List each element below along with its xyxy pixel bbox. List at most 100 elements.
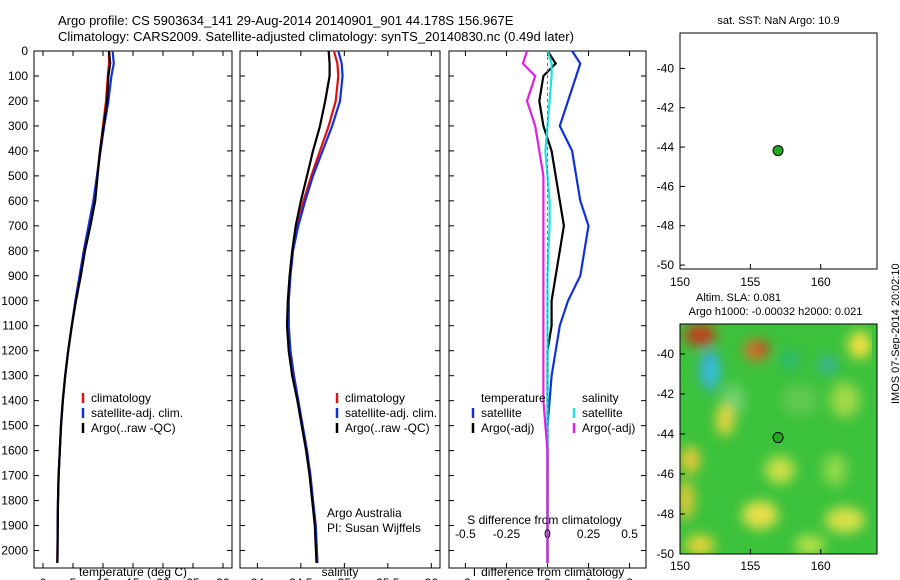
legend-label: satellite <box>582 406 623 420</box>
legend-label: Argo(-adj) <box>481 421 534 435</box>
y-tick-label: 500 <box>8 169 28 183</box>
x-tick-label: 0 <box>40 576 47 580</box>
x-axis-label: salinity <box>322 565 359 579</box>
legend-label: climatology <box>91 391 151 405</box>
x-tick-label: 34 <box>251 576 265 580</box>
profile-panel-1: 0510152025300100200300400500600700800900… <box>1 44 233 580</box>
heatmap-cell <box>848 331 872 359</box>
heatmap-cell <box>680 446 700 474</box>
heatmap-cell <box>742 501 778 529</box>
y-tick-label: -48 <box>657 219 675 233</box>
top-axis-label: S difference from climatology <box>467 513 622 527</box>
y-tick-label: 1500 <box>1 419 28 433</box>
y-tick-label: -40 <box>657 347 675 361</box>
legend-label: Argo(-adj) <box>582 421 635 435</box>
argo-location-marker <box>772 432 784 444</box>
x-tick-label: 15 <box>126 576 140 580</box>
y-tick-label: -50 <box>657 258 675 272</box>
y-tick-label: -42 <box>657 101 675 115</box>
y-tick-label: 1000 <box>1 294 28 308</box>
series-line <box>521 50 549 563</box>
legend-label: Argo(..raw -QC) <box>91 421 176 435</box>
heatmap-blobs <box>680 324 872 554</box>
x-tick-label: 160 <box>811 559 831 573</box>
title-line-1: Argo profile: CS 5903634_141 29-Aug-2014… <box>58 13 514 28</box>
y-tick-label: 400 <box>8 144 28 158</box>
y-tick-label: 900 <box>8 269 28 283</box>
x-tick-label: 36 <box>425 576 439 580</box>
series-line <box>285 50 331 564</box>
legend-label: satellite <box>481 406 522 420</box>
sla-map-panel: Altim. SLA: 0.081 Argo h1000: -0.00032 h2… <box>657 292 878 573</box>
legend-label: climatology <box>345 391 405 405</box>
y-tick-label: -40 <box>657 61 675 75</box>
watermark: IMOS 07-Sep-2014 20:02:10 <box>890 263 900 404</box>
series-line <box>56 50 112 564</box>
heatmap-cell <box>823 454 847 486</box>
heatmap-cell <box>780 350 800 370</box>
y-tick-label: 1800 <box>1 494 28 508</box>
x-tick-label: 160 <box>811 275 831 289</box>
y-tick-label: 2000 <box>1 544 28 558</box>
legend-label: Argo(..raw -QC) <box>345 421 430 435</box>
x-tick-label: -2 <box>460 576 471 580</box>
legend-label: satellite-adj. clim. <box>345 406 437 420</box>
x-tick-label: 35 <box>338 576 352 580</box>
y-tick-label: 300 <box>8 119 28 133</box>
y-tick-label: 1700 <box>1 469 28 483</box>
heatmap-cell <box>782 384 818 416</box>
heatmap-cell <box>680 480 694 520</box>
y-tick-label: -50 <box>657 547 675 561</box>
legend-label: salinity <box>582 391 619 405</box>
x-tick-label: 5 <box>70 576 77 580</box>
y-tick-label: 800 <box>8 244 28 258</box>
y-tick-label: 1900 <box>1 519 28 533</box>
panel-frame <box>679 323 878 555</box>
y-tick-label: 1200 <box>1 344 28 358</box>
heatmap-cell <box>765 456 795 484</box>
x-tick-label: 150 <box>670 559 690 573</box>
y-tick-label: -46 <box>657 179 675 193</box>
sst-map-panel: sat. SST: NaN Argo: 10.9 150 155 160 -40 -42 -… <box>657 15 878 289</box>
top-tick-label: 0.25 <box>577 527 601 541</box>
heatmap-cell <box>684 324 716 346</box>
x-tick-label: 1 <box>585 576 592 580</box>
x-tick-label: 2 <box>626 576 633 580</box>
x-tick-label: 20 <box>156 576 170 580</box>
heatmap-cell <box>716 404 734 436</box>
x-tick-label: 25 <box>186 576 200 580</box>
heatmap-cell <box>756 342 770 354</box>
y-tick-label: 100 <box>8 69 28 83</box>
x-tick-label: 35.5 <box>376 576 400 580</box>
heatmap-cell <box>825 507 865 533</box>
map-title: Altim. SLA: 0.081 <box>696 292 781 304</box>
y-tick-label: -42 <box>657 387 675 401</box>
y-tick-label: 600 <box>8 194 28 208</box>
heatmap-cell <box>706 358 718 386</box>
x-tick-label: 155 <box>740 559 760 573</box>
heatmap-cell <box>795 535 825 554</box>
map-subtitle: Argo h1000: -0.00032 h2000: 0.021 <box>689 306 863 318</box>
y-tick-label: -44 <box>657 427 675 441</box>
x-tick-label: 34.5 <box>289 576 313 580</box>
x-tick-label: -1 <box>501 576 512 580</box>
heatmap-cell <box>819 356 837 374</box>
y-tick-label: 700 <box>8 219 28 233</box>
x-tick-label: 30 <box>216 576 230 580</box>
x-tick-label: 150 <box>670 275 690 289</box>
x-tick-label: 10 <box>96 576 110 580</box>
y-tick-label: 1400 <box>1 394 28 408</box>
y-tick-label: -46 <box>657 467 675 481</box>
argo-location-marker <box>772 145 784 157</box>
panel-frame <box>33 50 233 569</box>
top-tick-label: -0.25 <box>493 527 521 541</box>
top-tick-label: -0.5 <box>455 527 476 541</box>
y-tick-label: 0 <box>21 44 28 58</box>
profile-panel-2: 34 34.5 35 35.5 36 salinity <box>239 50 441 580</box>
top-tick-label: 0.5 <box>621 527 638 541</box>
x-axis-label: T difference from climatology <box>471 565 625 579</box>
y-tick-label: 200 <box>8 94 28 108</box>
title-line-2: Climatology: CARS2009. Satellite-adjuste… <box>58 29 574 44</box>
x-axis-label: temperature (deg C) <box>79 565 187 579</box>
